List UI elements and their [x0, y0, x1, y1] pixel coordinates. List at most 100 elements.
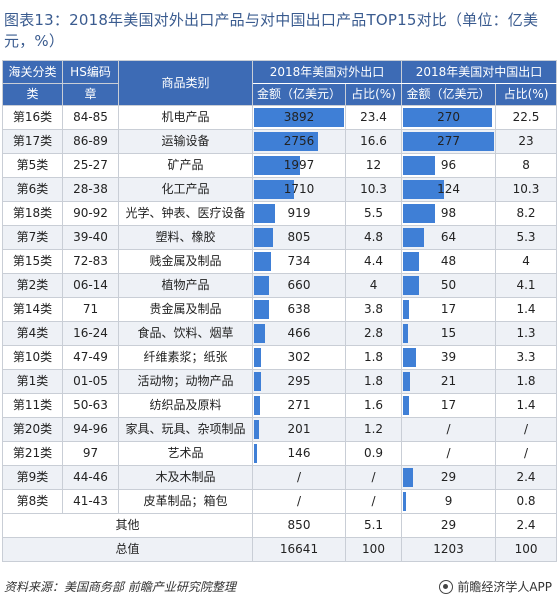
- cell-hs-code: 41-43: [62, 489, 119, 514]
- cell-hs-code: 01-05: [62, 369, 119, 394]
- cell-cn-share: 2.4: [495, 465, 558, 490]
- cell-us-share: 1.6: [344, 393, 403, 418]
- cell-cn-share: 1.4: [495, 297, 558, 322]
- cell-us-amount: 1997: [252, 153, 346, 178]
- header-hs-top: HS编码: [62, 60, 119, 84]
- cell-product-name: 矿产品: [118, 153, 253, 178]
- cell-us-share: /: [344, 489, 403, 514]
- us-amount-bar: [254, 132, 318, 151]
- cn-amount-value: /: [446, 446, 451, 460]
- table-row: 第6类 28-38 化工产品 1710 10.3 124 10.3: [2, 177, 558, 202]
- cn-amount-value: 15: [440, 326, 457, 340]
- us-amount-value: 295: [287, 374, 311, 388]
- cell-category: 第21类: [2, 441, 63, 466]
- cn-amount-value: 277: [437, 134, 460, 148]
- cn-amount-value: 29: [440, 470, 457, 484]
- table-row: 第10类 47-49 纤维素浆；纸张 302 1.8 39 3.3: [2, 345, 558, 370]
- table-row: 第5类 25-27 矿产品 1997 12 96 8: [2, 153, 558, 178]
- summary-cn-amount: 1203: [401, 537, 497, 562]
- summary-us-share: 100: [344, 537, 403, 562]
- cell-hs-code: 72-83: [62, 249, 119, 274]
- cell-cn-amount: 277: [401, 129, 497, 154]
- cell-us-amount: 1710: [252, 177, 346, 202]
- cell-product-name: 机电产品: [118, 105, 253, 130]
- us-amount-bar: [254, 372, 261, 391]
- cn-amount-bar: [403, 348, 416, 367]
- cell-us-share: 1.8: [344, 369, 403, 394]
- header-product: 商品类别: [118, 60, 253, 106]
- us-amount-value: 638: [287, 302, 311, 316]
- us-amount-bar: [254, 324, 265, 343]
- cell-us-share: 3.8: [344, 297, 403, 322]
- cell-us-share: 4.4: [344, 249, 403, 274]
- cell-us-amount: 271: [252, 393, 346, 418]
- source-note: 资料来源：美国商务部 前瞻产业研究院整理: [4, 580, 236, 594]
- cell-us-amount: /: [252, 489, 346, 514]
- cell-us-amount: 638: [252, 297, 346, 322]
- cell-us-amount: 201: [252, 417, 346, 442]
- cell-us-share: 2.8: [344, 321, 403, 346]
- cell-us-share: 16.6: [344, 129, 403, 154]
- cn-amount-bar: [403, 204, 436, 223]
- cell-cn-share: 3.3: [495, 345, 558, 370]
- header-cn-amount: 金额（亿美元）: [401, 83, 497, 106]
- cn-amount-bar: [403, 276, 420, 295]
- us-amount-value: 1997: [283, 158, 315, 172]
- table-header: 海关分类 HS编码 商品类别 2018年美国对外出口 2018年美国对中国出口 …: [2, 60, 558, 106]
- us-amount-bar: [254, 156, 301, 175]
- table-row: 第2类 06-14 植物产品 660 4 50 4.1: [2, 273, 558, 298]
- us-amount-value: 1710: [283, 182, 315, 196]
- cell-cn-amount: 98: [401, 201, 497, 226]
- brand-footer: 前瞻经济学人APP: [439, 578, 552, 595]
- cn-amount-value: 48: [440, 254, 457, 268]
- cn-amount-bar: [403, 300, 409, 319]
- header-us-share: 占比(%): [344, 83, 403, 106]
- cell-us-amount: /: [252, 465, 346, 490]
- cell-cn-share: 10.3: [495, 177, 558, 202]
- cell-cn-amount: 17: [401, 393, 497, 418]
- cn-amount-value: 98: [440, 206, 457, 220]
- cell-hs-code: 28-38: [62, 177, 119, 202]
- header-cn-share: 占比(%): [495, 83, 558, 106]
- cell-cn-share: 1.3: [495, 321, 558, 346]
- us-amount-bar: [254, 228, 273, 247]
- page-title: 图表13：2018年美国对外出口产品与对中国出口产品TOP15对比（单位：亿美元…: [4, 11, 539, 50]
- cn-amount-value: 124: [437, 182, 460, 196]
- us-amount-value: 466: [287, 326, 311, 340]
- cell-hs-code: 06-14: [62, 273, 119, 298]
- table-row: 第17类 86-89 运输设备 2756 16.6 277 23: [2, 129, 558, 154]
- us-amount-value: 2756: [283, 134, 315, 148]
- cn-amount-bar: [403, 324, 408, 343]
- cell-cn-share: 1.8: [495, 369, 558, 394]
- header-category-bottom: 类: [2, 83, 63, 106]
- table-row: 第1类 01-05 活动物；动物产品 295 1.8 21 1.8: [2, 369, 558, 394]
- cn-amount-value: 17: [440, 302, 457, 316]
- cell-cn-amount: 21: [401, 369, 497, 394]
- cell-cn-share: /: [495, 417, 558, 442]
- cell-category: 第8类: [2, 489, 63, 514]
- cell-us-amount: 2756: [252, 129, 346, 154]
- us-amount-bar: [254, 396, 261, 415]
- cell-us-share: 5.5: [344, 201, 403, 226]
- cn-amount-bar: [403, 252, 419, 271]
- cell-product-name: 化工产品: [118, 177, 253, 202]
- cell-category: 第9类: [2, 465, 63, 490]
- table-row: 第16类 84-85 机电产品 3892 23.4 270 22.5: [2, 105, 558, 130]
- cell-us-amount: 660: [252, 273, 346, 298]
- cell-product-name: 塑料、橡胶: [118, 225, 253, 250]
- cell-hs-code: 97: [62, 441, 119, 466]
- summary-row: 总值 16641 100 1203 100: [2, 537, 558, 562]
- cell-category: 第1类: [2, 369, 63, 394]
- cn-amount-bar: [403, 372, 410, 391]
- cell-cn-amount: 15: [401, 321, 497, 346]
- cell-product-name: 木及木制品: [118, 465, 253, 490]
- us-amount-value: 146: [287, 446, 311, 460]
- cell-cn-share: 0.8: [495, 489, 558, 514]
- cn-amount-value: 270: [437, 110, 460, 124]
- cell-cn-amount: 124: [401, 177, 497, 202]
- cell-cn-amount: /: [401, 417, 497, 442]
- us-amount-value: 805: [287, 230, 311, 244]
- cell-cn-share: 22.5: [495, 105, 558, 130]
- cell-hs-code: 94-96: [62, 417, 119, 442]
- us-amount-bar: [254, 444, 258, 463]
